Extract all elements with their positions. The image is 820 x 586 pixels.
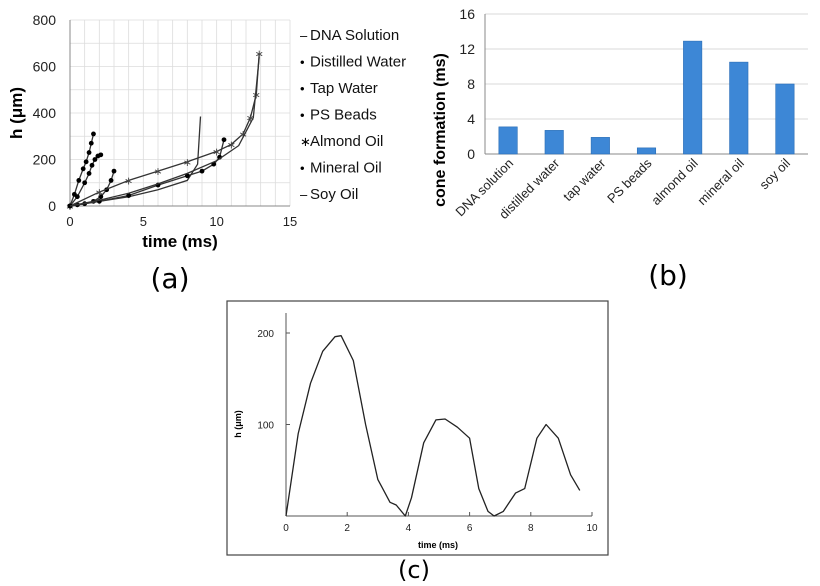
x-tick-label: 10 bbox=[209, 214, 223, 229]
y-tick-label: 0 bbox=[48, 198, 56, 214]
x-axis-title: time (ms) bbox=[418, 540, 458, 550]
legend-marker-dna-solution: – bbox=[300, 28, 308, 43]
x-tick-label: 2 bbox=[344, 523, 350, 534]
x-tick-label: 5 bbox=[140, 214, 147, 229]
data-point-almond-oil: ∗ bbox=[238, 129, 247, 141]
panel-label-b: (b) bbox=[648, 259, 688, 292]
y-axis-title: h (μm) bbox=[7, 87, 26, 139]
data-point-almond-oil: ∗ bbox=[255, 49, 264, 61]
data-point-mineral-oil bbox=[221, 137, 227, 143]
data-point-almond-oil: ∗ bbox=[183, 157, 192, 169]
data-point-almond-oil: ∗ bbox=[252, 89, 261, 101]
x-tick-label: 10 bbox=[586, 523, 598, 534]
chart-c: 0 2 4 6 8 10 100 200 time (ms) h (μm) bbox=[226, 300, 609, 556]
data-point-distilled-water bbox=[92, 157, 98, 162]
data-point-ps-beads bbox=[76, 178, 82, 183]
y-tick-label: 200 bbox=[257, 329, 274, 340]
legend-label-almond-oil: Almond Oil bbox=[310, 133, 383, 150]
y-tick-label: 100 bbox=[257, 421, 274, 432]
data-point-ps-beads bbox=[91, 131, 96, 137]
bar-almond-oil bbox=[683, 40, 703, 155]
legend-marker-mineral-oil: • bbox=[300, 161, 305, 176]
data-point-tap-water bbox=[98, 194, 104, 200]
y-tick-label: 12 bbox=[459, 41, 475, 57]
data-point-almond-oil: ∗ bbox=[246, 113, 255, 125]
data-point-distilled-water bbox=[98, 152, 104, 158]
legend-label-tap-water: Tap Water bbox=[310, 80, 378, 97]
legend-label-ps-beads: PS Beads bbox=[310, 107, 377, 124]
y-axis-title: cone formation (ms) bbox=[432, 53, 449, 207]
bar-distilled-water bbox=[544, 130, 564, 155]
series-line-h bbox=[285, 335, 581, 517]
bar-ps-beads bbox=[636, 147, 657, 155]
data-point-tap-water bbox=[111, 168, 117, 174]
legend-label-mineral-oil: Mineral Oil bbox=[310, 160, 382, 177]
data-point-mineral-oil bbox=[184, 173, 190, 179]
legend-marker-ps-beads: • bbox=[300, 108, 305, 123]
panel-label-a: (a) bbox=[150, 262, 189, 295]
x-tick-label: PS beads bbox=[604, 155, 655, 206]
x-tick-label: soy oil bbox=[756, 155, 793, 192]
x-tick-label: 0 bbox=[283, 523, 289, 534]
legend-label-dna-solution: DNA Solution bbox=[310, 27, 399, 44]
x-axis-title: time (ms) bbox=[142, 232, 218, 251]
x-tick-label: 6 bbox=[467, 523, 473, 534]
data-point-ps-beads bbox=[72, 191, 77, 197]
data-point-almond-oil: ∗ bbox=[124, 175, 133, 187]
legend-marker-almond-oil: ∗ bbox=[300, 134, 311, 149]
legend-marker-soy-oil: – bbox=[300, 187, 308, 202]
data-point-almond-oil: ∗ bbox=[212, 146, 221, 158]
bar-dna-solution bbox=[498, 126, 518, 155]
y-tick-label: 200 bbox=[33, 152, 57, 168]
data-point-mineral-oil bbox=[199, 168, 205, 174]
x-tick-label: 0 bbox=[66, 214, 73, 229]
x-tick-label: 8 bbox=[528, 523, 534, 534]
data-point-distilled-water bbox=[89, 162, 95, 168]
x-tick-label: mineral oil bbox=[694, 155, 747, 208]
x-tick-label: almond oil bbox=[648, 155, 701, 208]
y-tick-label: 400 bbox=[33, 105, 57, 121]
x-tick-label: tap water bbox=[560, 155, 609, 204]
y-tick-label: 800 bbox=[33, 12, 57, 28]
data-point-almond-oil: ∗ bbox=[153, 166, 162, 178]
data-point-distilled-water bbox=[82, 180, 88, 186]
data-point-almond-oil: ∗ bbox=[227, 139, 236, 151]
panel-label-c: (c) bbox=[398, 556, 430, 584]
bar-tap-water bbox=[590, 137, 610, 155]
series-line-soy-oil bbox=[69, 57, 260, 207]
y-tick-label: 600 bbox=[33, 59, 57, 75]
legend-label-distilled-water: Distilled Water bbox=[310, 54, 406, 71]
y-tick-label: 0 bbox=[467, 146, 475, 162]
bar-mineral-oil bbox=[729, 61, 749, 155]
panel-c-frame bbox=[226, 300, 609, 556]
data-point-mineral-oil bbox=[126, 193, 132, 198]
legend-marker-distilled-water: • bbox=[300, 55, 305, 70]
legend-label-soy-oil: Soy Oil bbox=[310, 186, 358, 203]
data-point-ps-beads bbox=[83, 159, 89, 165]
y-axis-title: h (μm) bbox=[233, 410, 243, 438]
data-point-ps-beads bbox=[88, 140, 94, 146]
y-tick-label: 4 bbox=[467, 111, 475, 127]
y-tick-label: 8 bbox=[467, 76, 475, 92]
data-point-ps-beads bbox=[86, 150, 92, 155]
x-tick-label: 15 bbox=[283, 214, 297, 229]
bar-soy-oil bbox=[775, 83, 795, 155]
data-point-tap-water bbox=[108, 178, 114, 183]
data-point-distilled-water bbox=[86, 171, 92, 176]
data-point-ps-beads bbox=[80, 166, 86, 172]
legend-marker-tap-water: • bbox=[300, 81, 305, 96]
series-line-almond-oil bbox=[69, 53, 260, 207]
data-point-almond-oil: ∗ bbox=[95, 187, 104, 199]
x-tick-label: 4 bbox=[406, 523, 412, 534]
y-tick-label: 16 bbox=[459, 6, 475, 22]
